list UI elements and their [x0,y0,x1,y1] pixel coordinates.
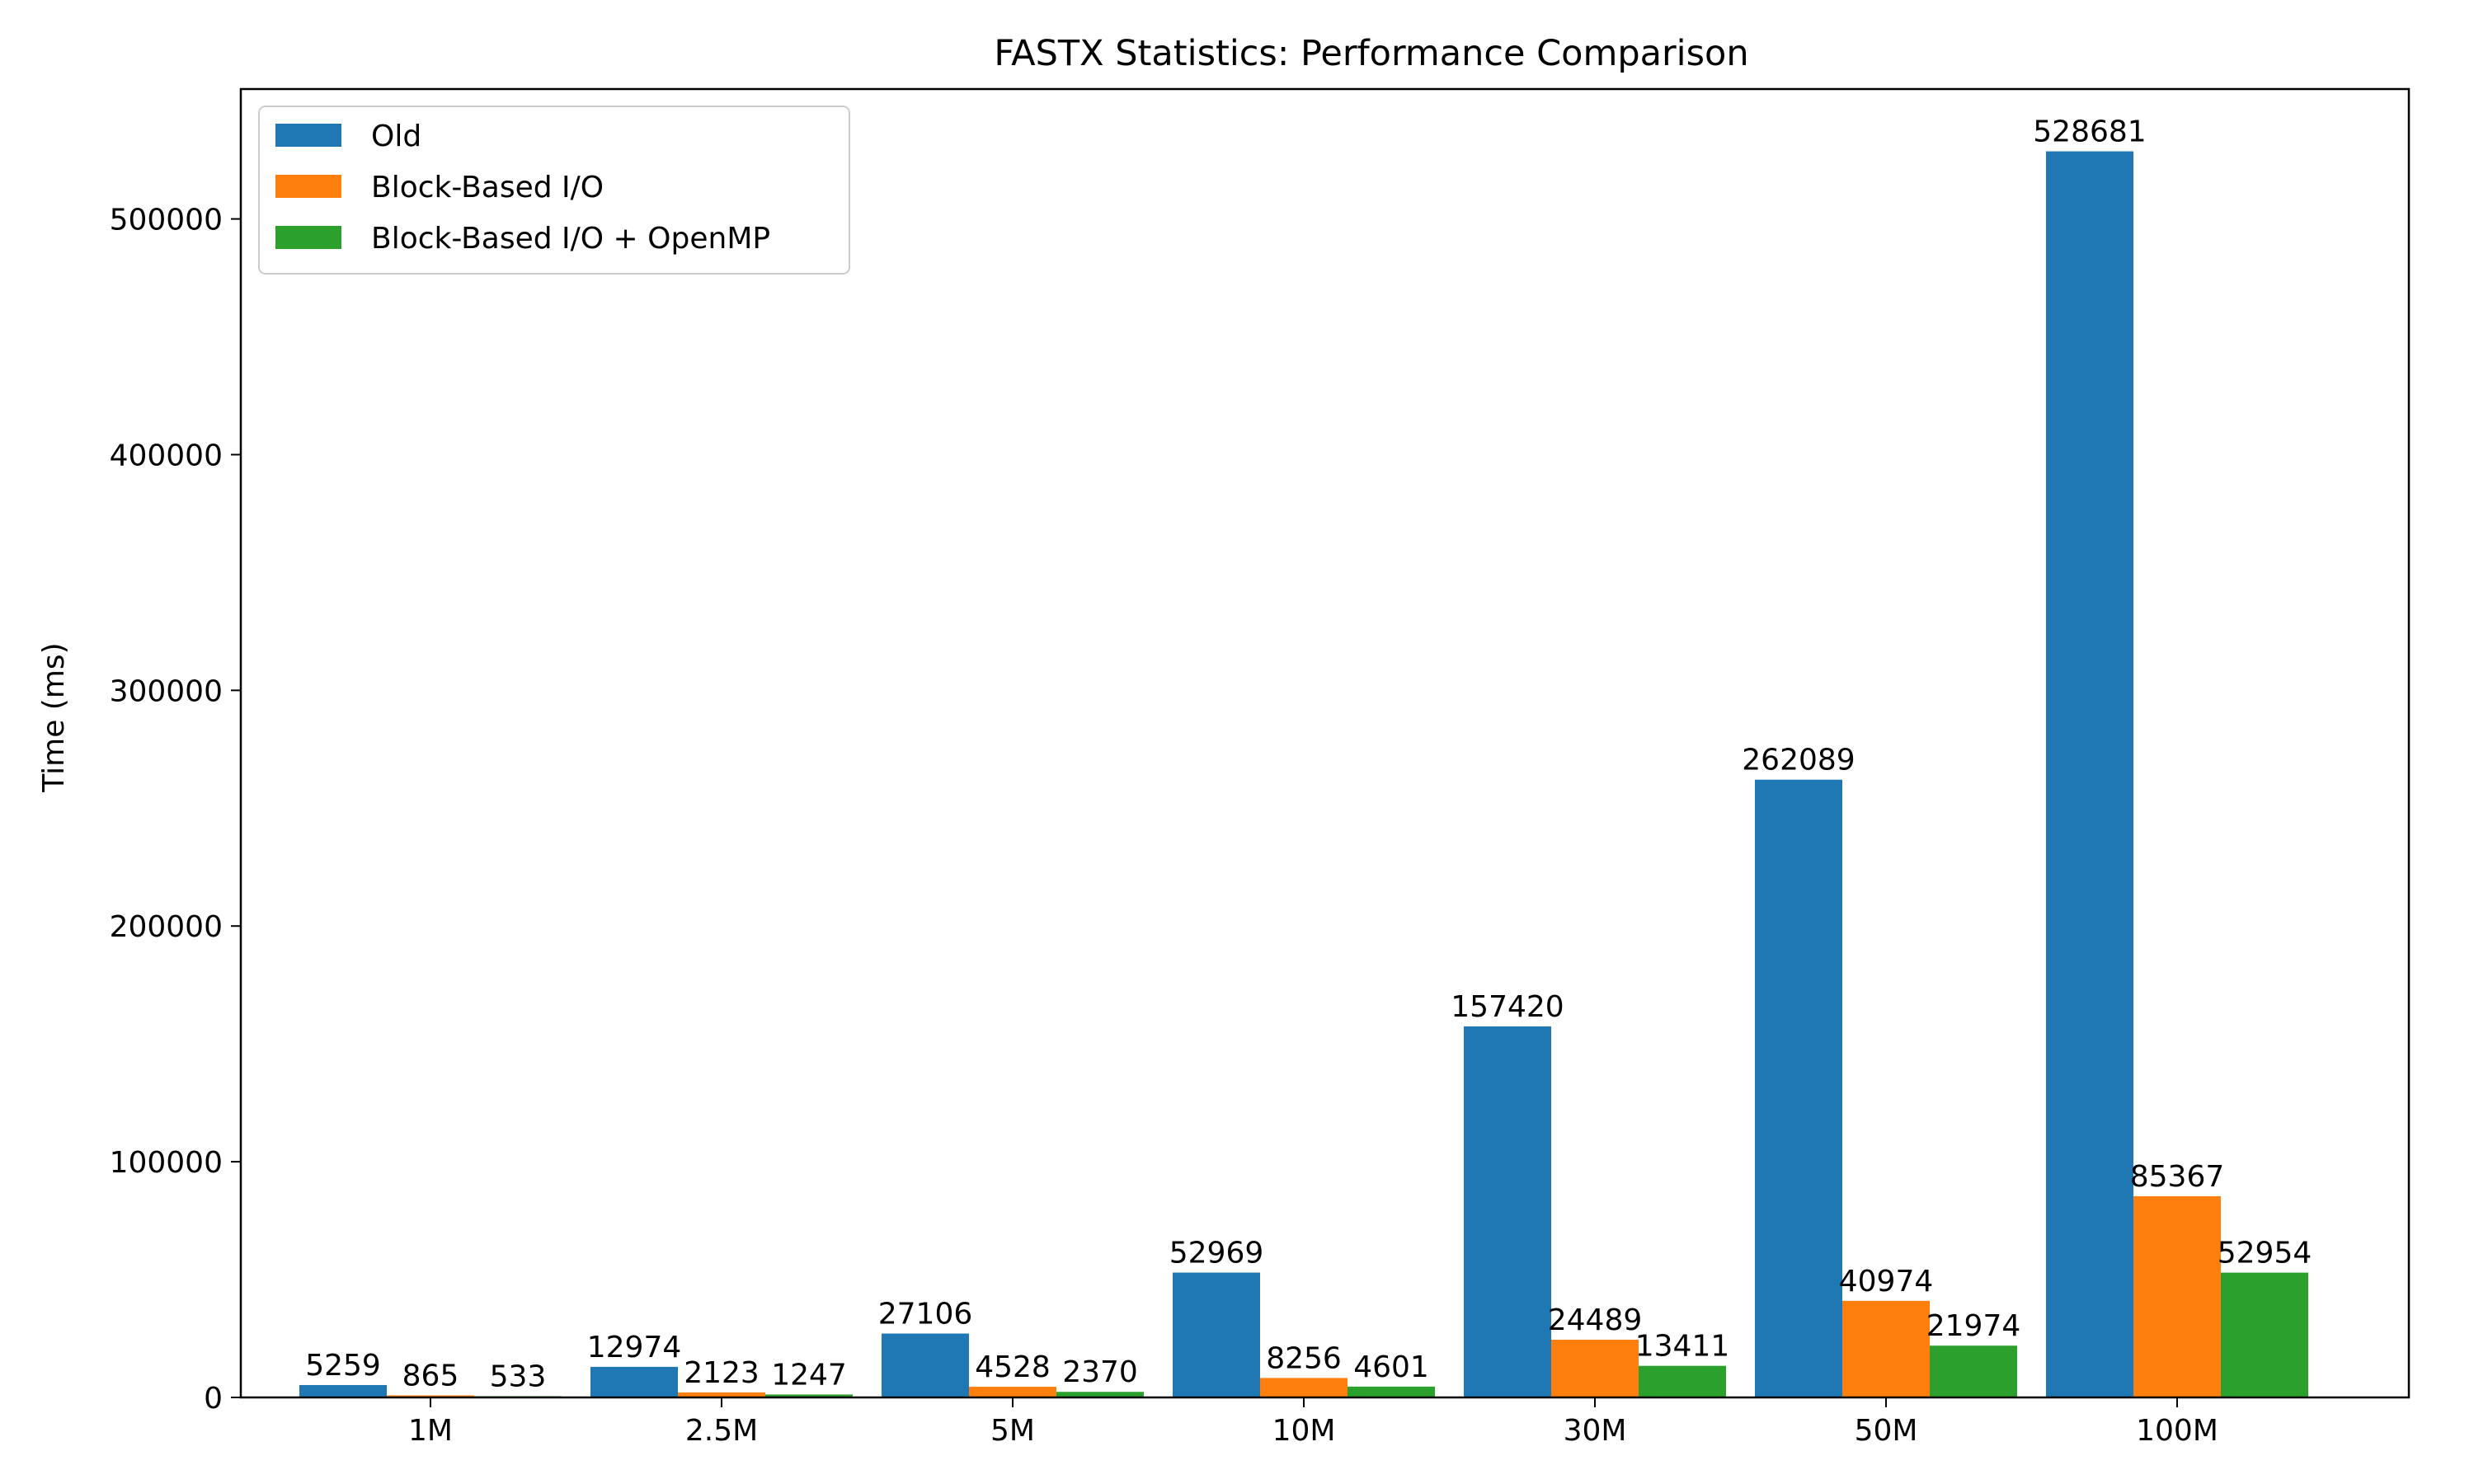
bar-value-label: 4601 [1353,1350,1429,1384]
bar [765,1394,853,1397]
bar-value-labels: 5259 12974 27106 52969 157420 262089 528681 865… [305,115,2312,1394]
bar [1464,1026,1551,1397]
bar-value-label: 12974 [587,1331,682,1364]
legend-label: Old [371,120,421,153]
x-tick-label: 2.5M [685,1414,758,1448]
x-tick-label: 50M [1855,1414,1918,1448]
bar-value-label: 52969 [1169,1237,1264,1270]
chart-title: FASTX Statistics: Performance Comparison [994,33,1748,74]
y-tick-label: 300000 [110,674,223,708]
bar-value-label: 865 [402,1360,459,1393]
legend-swatch [275,175,341,198]
bar [1551,1339,1639,1397]
bar [1639,1365,1726,1397]
bar-value-label: 533 [490,1360,547,1393]
bar-value-label: 40974 [1839,1265,1934,1298]
bar-value-label: 8256 [1266,1341,1342,1375]
bar [882,1333,969,1397]
bar-value-label: 1247 [771,1358,847,1392]
bar-value-label: 4528 [975,1350,1051,1384]
legend: Old Block-Based I/O Block-Based I/O + Open… [258,106,850,275]
bar-value-label: 21974 [1926,1309,2021,1343]
bar [1930,1345,2017,1397]
y-axis-label: Time (ms) [37,642,71,792]
bar-value-label: 262089 [1742,744,1855,777]
bar [1173,1272,1260,1397]
x-tick-label: 10M [1272,1414,1336,1448]
y-tick-label: 500000 [110,204,223,237]
x-tick-label: 30M [1564,1414,1627,1448]
x-tick-label: 5M [990,1414,1035,1448]
bar [2133,1195,2221,1397]
bar [1056,1392,1144,1397]
y-tick-label: 100000 [110,1146,223,1180]
y-tick-label: 400000 [110,439,223,472]
legend-box [258,106,850,275]
bar-value-label: 528681 [2033,115,2146,149]
x-tick-label: 100M [2136,1414,2218,1448]
bar [969,1387,1056,1397]
legend-swatch [275,226,341,249]
legend-swatch [275,124,341,147]
bar [2221,1272,2308,1397]
bar-value-label: 2123 [684,1356,760,1390]
y-tick-label: 200000 [110,910,223,944]
x-tick-label: 1M [408,1414,453,1448]
bar [1755,779,1842,1397]
bar [299,1384,387,1397]
y-axis-ticks: 0 100000 200000 300000 400000 500000 [110,204,241,1416]
bar [1348,1386,1435,1397]
bar-value-label: 85367 [2130,1160,2225,1194]
bar [2046,151,2133,1397]
bar [590,1366,678,1397]
legend-label: Block-Based I/O [371,171,604,204]
bar [1842,1300,1930,1397]
legend-label: Block-Based I/O + OpenMP [371,222,770,256]
x-axis-ticks: 1M 2.5M 5M 10M 30M 50M 100M [408,1397,2218,1448]
bar-value-label: 157420 [1451,990,1564,1024]
plot-frame [239,87,2411,1399]
bars [299,151,2308,1397]
bar-value-label: 52954 [2218,1237,2312,1270]
bar-value-label: 24489 [1548,1303,1643,1337]
bar [678,1392,765,1397]
bar-value-label: 5259 [305,1349,381,1383]
y-tick-label: 0 [204,1382,223,1416]
bar-value-label: 13411 [1635,1330,1730,1364]
bar-value-label: 2370 [1062,1355,1138,1389]
bar [1260,1378,1348,1397]
bar-value-label: 27106 [878,1298,973,1331]
